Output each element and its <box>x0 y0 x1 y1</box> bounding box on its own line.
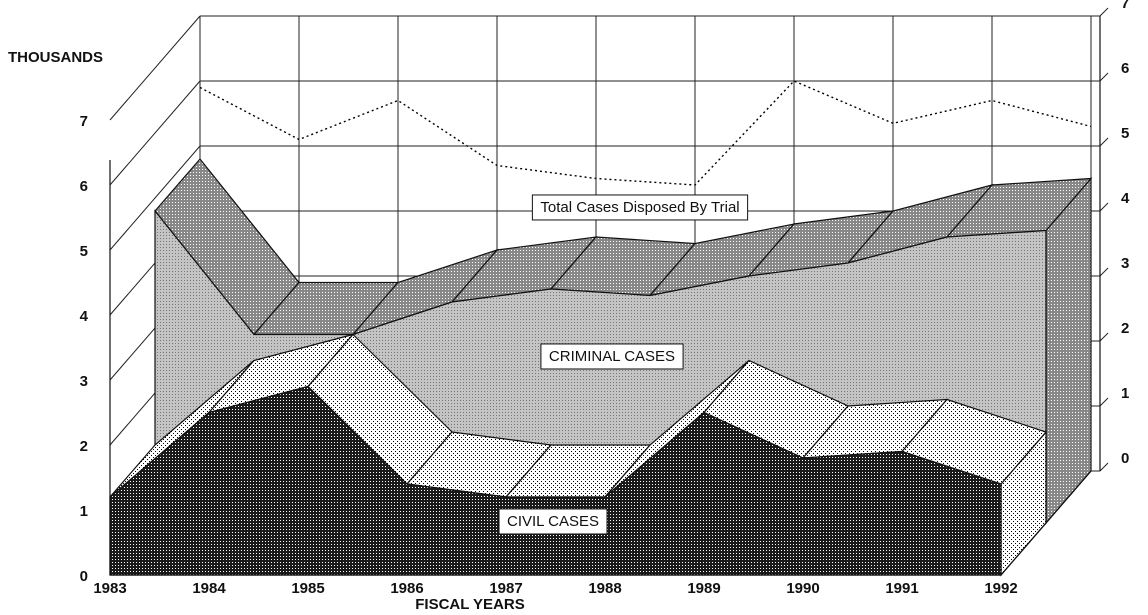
x-tick-label: 1986 <box>390 580 423 597</box>
y2-tick <box>1099 72 1109 82</box>
y2-tick <box>1099 332 1109 342</box>
grid-line <box>109 80 201 186</box>
x-tick-label: 1985 <box>291 580 324 597</box>
y2-tick-label: 7 <box>1121 0 1129 12</box>
x-tick-label: 1988 <box>588 580 621 597</box>
y-tick-label: 7 <box>80 113 88 130</box>
y2-tick-label: 0 <box>1121 450 1129 467</box>
series-label: Total Cases Disposed By Trial <box>540 199 739 216</box>
y2-tick-label: 4 <box>1121 190 1130 207</box>
y-tick-label: 3 <box>80 373 88 390</box>
y-tick-label: 5 <box>80 243 88 260</box>
x-tick-label: 1984 <box>192 580 226 597</box>
series-label: CIVIL CASES <box>507 513 599 530</box>
y-tick-label: 2 <box>80 438 88 455</box>
y2-tick-label: 2 <box>1121 320 1129 337</box>
grid-line <box>109 15 201 121</box>
x-tick-label: 1990 <box>786 580 819 597</box>
x-tick-label: 1989 <box>687 580 720 597</box>
y2-tick <box>1099 267 1109 277</box>
label-box <box>498 508 608 535</box>
x-tick-label: 1991 <box>885 580 918 597</box>
label-box <box>531 194 749 221</box>
series-label: CRIMINAL CASES <box>549 348 675 365</box>
y2-tick-label: 5 <box>1121 125 1129 142</box>
y-tick-label: 4 <box>80 308 89 325</box>
y2-tick <box>1099 137 1109 147</box>
grid-line <box>109 145 201 251</box>
y-tick-label: 6 <box>80 178 88 195</box>
label-box <box>540 343 684 370</box>
y2-tick-label: 1 <box>1121 385 1129 402</box>
trial-line <box>199 80 1092 186</box>
y2-tick <box>1099 462 1109 472</box>
y-tick-label: 1 <box>80 503 88 520</box>
y2-tick-label: 3 <box>1121 255 1129 272</box>
y2-tick <box>1099 202 1109 212</box>
x-tick-label: 1992 <box>984 580 1017 597</box>
y2-tick-label: 6 <box>1121 60 1129 77</box>
y2-tick <box>1099 397 1109 407</box>
y2-tick <box>1099 7 1109 17</box>
x-tick-label: 1987 <box>489 580 522 597</box>
floor-edge <box>110 470 1092 576</box>
y-tick-label: 0 <box>80 568 88 585</box>
y-axis-label: THOUSANDS <box>8 49 103 66</box>
x-tick-label: 1983 <box>93 580 126 597</box>
x-axis-label: FISCAL YEARS <box>415 596 524 613</box>
area-side <box>1045 176 1092 525</box>
